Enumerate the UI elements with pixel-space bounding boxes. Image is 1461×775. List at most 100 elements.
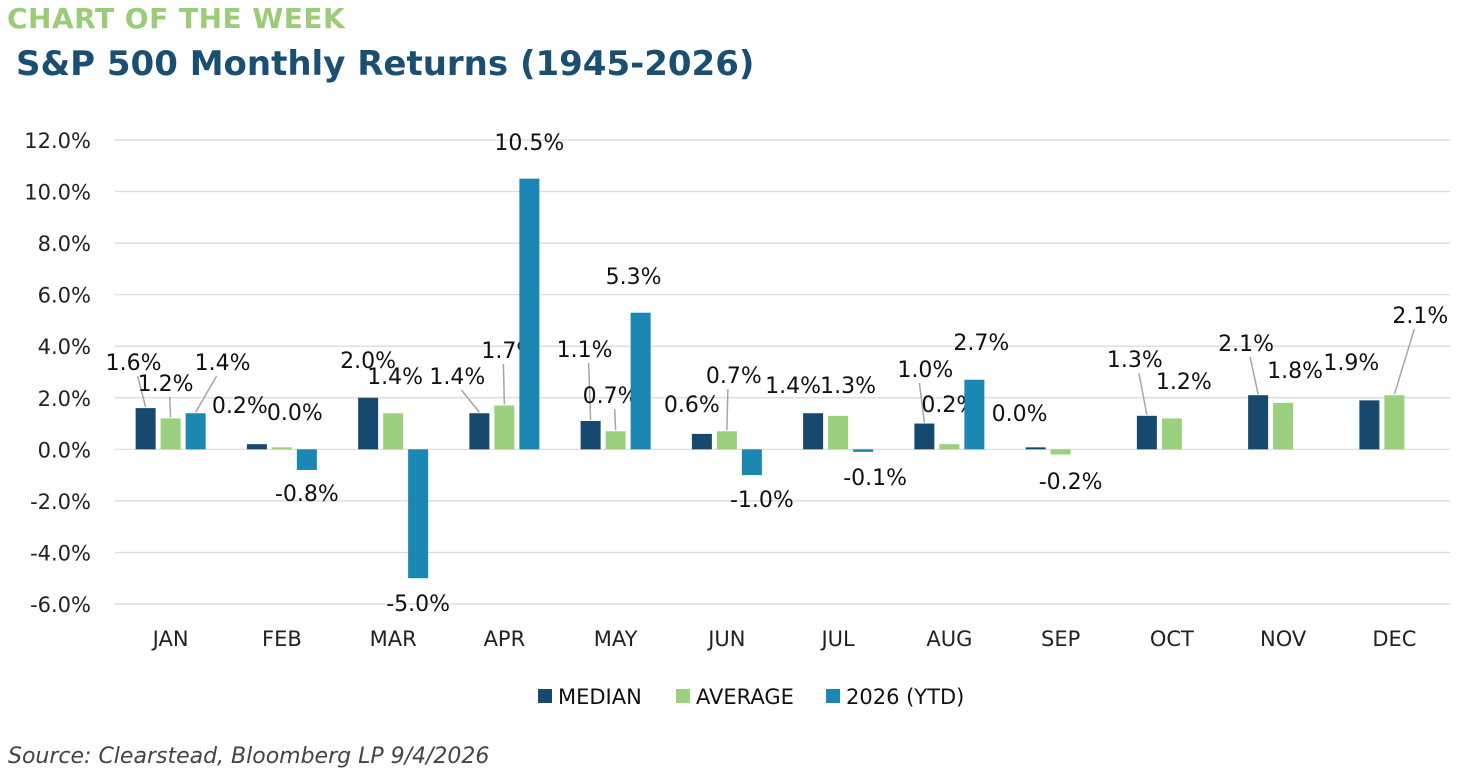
bar-chart: 12.0% 10.0% 8.0% 6.0% 4.0% 2.0% 0.0% -2.0% -4.0%… bbox=[24, 129, 1450, 709]
x-tick-label: APR bbox=[484, 627, 526, 651]
data-label: 0.7% bbox=[583, 384, 639, 409]
y-tick-label: -6.0% bbox=[30, 593, 91, 617]
data-label: -0.8% bbox=[275, 482, 339, 507]
bar bbox=[519, 178, 540, 450]
leader-line bbox=[502, 363, 506, 405]
leader-line bbox=[1249, 356, 1259, 395]
data-label: 1.2% bbox=[138, 372, 194, 397]
source-note: Source: Clearstead, Bloomberg LP 9/4/202… bbox=[8, 744, 490, 769]
bar bbox=[741, 449, 762, 476]
legend-swatch bbox=[676, 689, 690, 703]
y-tick-label: 10.0% bbox=[24, 181, 91, 205]
bar bbox=[803, 413, 824, 450]
data-label: -0.1% bbox=[843, 466, 907, 491]
y-tick-label: 6.0% bbox=[38, 284, 91, 308]
legend-label: 2026 (YTD) bbox=[846, 685, 964, 709]
x-tick-label: NOV bbox=[1260, 627, 1307, 651]
leader-line bbox=[168, 396, 172, 418]
data-label: 0.7% bbox=[706, 364, 762, 389]
chart-title: S&P 500 Monthly Returns (1945-2026) bbox=[16, 44, 755, 84]
data-label: 1.4% bbox=[195, 351, 251, 376]
bar bbox=[939, 444, 960, 450]
legend-swatch bbox=[826, 689, 840, 703]
data-label: 0.0% bbox=[267, 401, 323, 426]
bar bbox=[828, 415, 849, 450]
bar bbox=[1050, 449, 1071, 455]
y-tick-label: 4.0% bbox=[38, 335, 91, 359]
x-tick-label: AUG bbox=[926, 627, 972, 651]
data-label: 1.4% bbox=[367, 365, 423, 390]
x-tick-label: OCT bbox=[1150, 627, 1194, 651]
bar bbox=[246, 444, 267, 450]
leader-line bbox=[460, 389, 480, 413]
data-label: 2.0% bbox=[340, 349, 396, 374]
data-label: 1.4% bbox=[429, 365, 485, 390]
bar bbox=[853, 449, 874, 452]
x-tick-label: DEC bbox=[1372, 627, 1416, 651]
bar bbox=[271, 447, 292, 450]
bar bbox=[296, 449, 317, 470]
bar bbox=[914, 423, 935, 450]
bar bbox=[1025, 447, 1046, 450]
leader-line bbox=[918, 382, 926, 423]
data-label: 0.0% bbox=[992, 402, 1048, 427]
leader-line bbox=[194, 375, 218, 413]
bar bbox=[383, 413, 404, 450]
y-tick-label: -4.0% bbox=[30, 541, 91, 565]
bar bbox=[358, 397, 379, 450]
data-label: 1.9% bbox=[1323, 351, 1379, 376]
x-tick-label: JUL bbox=[819, 627, 855, 651]
bar bbox=[160, 418, 181, 450]
leader-line bbox=[136, 375, 147, 408]
bar bbox=[964, 379, 985, 450]
data-label: 1.3% bbox=[1107, 348, 1163, 373]
data-label: 0.2% bbox=[212, 394, 268, 419]
leader-line bbox=[613, 408, 617, 431]
data-label: 10.5% bbox=[494, 131, 564, 156]
chart-kicker: CHART OF THE WEEK bbox=[7, 2, 346, 35]
bar bbox=[1248, 395, 1269, 450]
data-label: 1.2% bbox=[1156, 370, 1212, 395]
y-tick-label: -2.0% bbox=[30, 490, 91, 514]
bar bbox=[580, 420, 601, 450]
bar bbox=[630, 312, 651, 450]
bar bbox=[185, 413, 206, 450]
bar bbox=[469, 413, 490, 450]
data-label: 1.0% bbox=[897, 358, 953, 383]
data-label: -1.0% bbox=[730, 488, 794, 513]
data-label: -0.2% bbox=[1039, 470, 1103, 495]
bar bbox=[1136, 415, 1157, 450]
x-tick-label: JUN bbox=[706, 627, 745, 651]
x-tick-label: JAN bbox=[151, 627, 189, 651]
x-tick-label: FEB bbox=[262, 627, 302, 651]
bar bbox=[494, 405, 515, 450]
y-tick-label: 0.0% bbox=[38, 438, 91, 462]
leader-line bbox=[587, 362, 592, 421]
y-tick-label: 8.0% bbox=[38, 232, 91, 256]
data-label: 1.3% bbox=[820, 374, 876, 399]
x-tick-label: SEP bbox=[1041, 627, 1080, 651]
data-label: 1.1% bbox=[557, 338, 613, 363]
bar bbox=[605, 431, 626, 450]
data-label: 5.3% bbox=[606, 265, 662, 290]
data-label: 2.7% bbox=[953, 331, 1009, 356]
leader-line bbox=[726, 388, 729, 431]
bar bbox=[135, 408, 156, 450]
bar bbox=[691, 433, 712, 450]
data-label: 1.6% bbox=[106, 351, 162, 376]
bar bbox=[408, 449, 429, 579]
x-tick-label: MAR bbox=[370, 627, 417, 651]
bar bbox=[1359, 400, 1380, 450]
bar bbox=[1273, 402, 1294, 450]
leader-line bbox=[1393, 328, 1416, 395]
legend-label: MEDIAN bbox=[558, 685, 642, 709]
bar bbox=[1384, 395, 1405, 450]
y-tick-label: 2.0% bbox=[38, 387, 91, 411]
y-tick-label: 12.0% bbox=[24, 129, 91, 153]
bar bbox=[1161, 418, 1182, 450]
bar bbox=[716, 431, 737, 450]
data-label: 1.8% bbox=[1267, 359, 1323, 384]
data-label: 2.1% bbox=[1218, 332, 1274, 357]
leader-line bbox=[1138, 372, 1148, 415]
data-label: -5.0% bbox=[386, 592, 450, 617]
